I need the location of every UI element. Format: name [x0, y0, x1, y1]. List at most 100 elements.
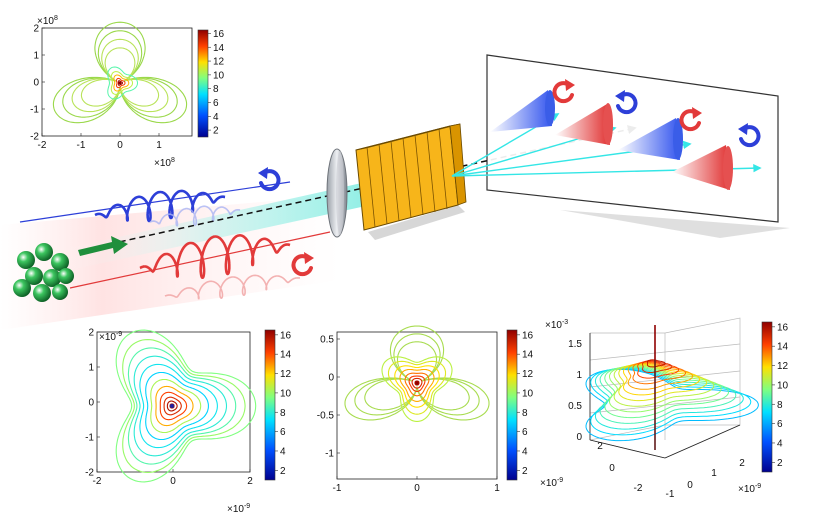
z-tick-label: 1	[576, 370, 582, 381]
z-tick-label: 0	[576, 432, 582, 443]
colorbar-tick-label: 8	[213, 84, 219, 95]
optical-setup	[0, 54, 790, 330]
blue-beam-axis	[19, 181, 291, 223]
y-tick-label: -2	[634, 483, 643, 494]
contour-lines	[52, 21, 188, 124]
y-tick-label: 0	[33, 78, 39, 89]
x-axis-exponent: ×108	[154, 157, 175, 169]
y-tick-label: 2	[597, 441, 603, 452]
y-axis-exponent: ×108	[37, 15, 58, 27]
red-cone	[672, 145, 733, 190]
colorbar-tick-label: 14	[280, 350, 292, 361]
colorbar: 2 4 6 8 10 12 14 16	[197, 29, 225, 138]
lens	[326, 148, 348, 238]
green-arrow-icon	[78, 236, 128, 256]
colorbar-tick-label: 16	[213, 29, 225, 40]
red-helical-beam-shadow	[164, 274, 300, 300]
y-tick-label: -1	[85, 433, 94, 444]
y-tick-label: 0	[609, 463, 615, 474]
x-tick-label: 1	[156, 140, 162, 151]
y-tick-label: -2	[30, 132, 39, 143]
plot-bottom-right: 1.510.5020-2-1012×10-3×10-9×10-924681012…	[540, 317, 789, 500]
contour-lines	[585, 359, 759, 442]
blue-cone	[618, 118, 683, 160]
x-tick-label: -1	[77, 140, 86, 151]
y-tick-label: 1	[88, 363, 94, 374]
colorbar: 2 4 6 8 10 12 14 16	[264, 329, 292, 481]
colorbar: 2 4 6 8 10 12 14 16	[761, 321, 789, 473]
green-particle-cluster	[13, 243, 74, 302]
colorbar-tick-label: 6	[777, 419, 783, 430]
colorbar-tick-label: 8	[522, 408, 528, 419]
plot-axes	[336, 331, 498, 480]
rotation-arrow-icon	[552, 79, 575, 104]
colorbar-tick-label: 10	[280, 388, 292, 399]
y-tick-label: -1	[30, 105, 39, 116]
colorbar-tick-label: 6	[522, 427, 528, 438]
colorbar-tick-label: 14	[522, 350, 534, 361]
colorbar-tick-label: 6	[213, 98, 219, 109]
y-tick-label: -0.5	[317, 411, 335, 422]
colorbar-tick-label: 12	[522, 369, 534, 380]
y-tick-label: 0	[328, 373, 334, 384]
colorbar-tick-label: 2	[213, 126, 219, 137]
x-tick-label: -2	[93, 476, 102, 487]
x-axis-exponent: ×10-9	[227, 503, 250, 515]
z-tick-label: 1.5	[568, 339, 582, 350]
x-tick-label: -2	[38, 140, 47, 151]
colorbar-tick-label: 4	[777, 438, 783, 449]
colorbar-tick-label: 8	[280, 408, 286, 419]
rotation-arrow-icon	[615, 90, 638, 115]
colorbar-tick-label: 8	[777, 400, 783, 411]
colorbar-tick-label: 2	[522, 466, 528, 477]
x-tick-label: 0	[117, 140, 123, 151]
x-axis-exponent: ×10-9	[738, 483, 761, 495]
colorbar-tick-label: 14	[213, 43, 225, 54]
colorbar-tick-label: 10	[213, 70, 225, 81]
colorbar-tick-label: 4	[522, 446, 528, 457]
colorbar-tick-label: 12	[777, 361, 789, 372]
red-cone	[555, 103, 613, 145]
colorbar: 2 4 6 8 10 12 14 16	[506, 329, 534, 481]
x-tick-label: 0	[687, 480, 693, 491]
colorbar-tick-label: 16	[777, 322, 789, 333]
y-tick-label: -1	[325, 449, 334, 460]
colorbar-tick-label: 10	[522, 388, 534, 399]
red-helical-beam	[139, 233, 291, 279]
y-tick-label: 0	[88, 398, 94, 409]
colorbar-tick-label: 2	[280, 466, 286, 477]
contour-lines	[344, 325, 490, 422]
y-tick-label: 2	[88, 328, 94, 339]
colorbar-tick-label: 16	[522, 330, 534, 341]
colorbar-tick-label: 6	[280, 427, 286, 438]
colorbar-tick-label: 10	[777, 380, 789, 391]
x-tick-label: 1	[494, 483, 500, 494]
z-tick-label: 0.5	[568, 401, 582, 412]
colorbar-tick-label: 2	[777, 458, 783, 469]
z-axis-exponent: ×10-3	[545, 319, 568, 331]
y-tick-label: 1	[33, 51, 39, 62]
colorbar-tick-label: 12	[213, 57, 225, 68]
y-axis-exponent: ×10-9	[540, 477, 563, 489]
red-beam-axis	[69, 231, 331, 289]
rotation-arrow-icon	[738, 123, 761, 148]
rotation-arrow-icon	[291, 252, 314, 277]
x-tick-label: 0	[170, 476, 176, 487]
colorbar-tick-label: 12	[280, 369, 292, 380]
colorbar-tick-label: 14	[777, 342, 789, 353]
blue-helical-beam-shadow	[149, 205, 241, 227]
x-tick-label: -1	[666, 489, 675, 500]
blue-helical-beam	[94, 189, 226, 223]
vortex-cones	[490, 90, 733, 190]
x-tick-label: 0	[414, 483, 420, 494]
y-tick-label: 2	[33, 24, 39, 35]
x-tick-label: 2	[247, 476, 253, 487]
y-tick-label: 0.5	[320, 335, 334, 346]
x-tick-label: 1	[711, 468, 717, 479]
colorbar-tick-label: 4	[213, 112, 219, 123]
x-tick-label: -1	[333, 483, 342, 494]
